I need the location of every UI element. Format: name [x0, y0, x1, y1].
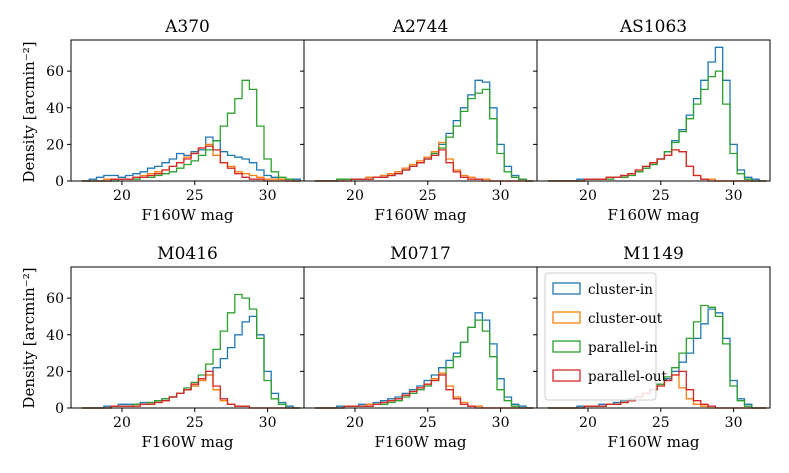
y-tick-label: 60: [46, 291, 64, 307]
axes-frame: [70, 39, 305, 182]
x-tick-label: 30: [725, 188, 743, 204]
panel-m0717: M0717 20 25 30 F160W mag: [300, 244, 538, 451]
series-parallel-in: [314, 88, 534, 182]
series-cluster-in: [314, 312, 534, 409]
x-tick-label: 30: [259, 188, 277, 204]
series-parallel-out: [81, 145, 301, 182]
x-tick-label: 20: [113, 415, 131, 431]
series-parallel-out: [314, 149, 534, 182]
x-axis-label: F160W mag: [375, 206, 467, 224]
x-tick-label: 20: [579, 415, 597, 431]
legend-label-cluster-out: cluster-out: [588, 311, 663, 327]
panels-group: A370 20 25 30 0 20 40 60 F160W mag A2744 20 25 30 F16…: [46, 17, 771, 451]
panel-title: A370: [164, 17, 210, 37]
y-axis-label-top: Density [arcmin⁻²]: [20, 41, 38, 182]
legend-swatch-parallel-in: [552, 340, 581, 353]
x-axis-label: F160W mag: [142, 433, 234, 451]
series-cluster-out: [547, 149, 767, 182]
y-tick-label: 40: [46, 101, 64, 117]
x-tick-label: 25: [419, 415, 437, 431]
y-axis-label-bottom-text: Density [arcmin⁻²]: [20, 267, 38, 408]
panel-m0416: M0416 20 25 30 0 20 40 60 F160W mag: [46, 244, 305, 451]
series-parallel-in: [547, 70, 767, 182]
axes-frame: [303, 39, 538, 182]
x-tick-label: 20: [346, 188, 364, 204]
panel-a2744: A2744 20 25 30 F160W mag: [300, 17, 538, 224]
legend-label-cluster-in: cluster-in: [588, 282, 653, 298]
legend-label-parallel-out: parallel-out: [588, 369, 668, 385]
x-axis-label: F160W mag: [375, 433, 467, 451]
x-tick-label: 25: [186, 415, 204, 431]
axes-frame: [70, 266, 305, 409]
x-tick-label: 30: [492, 415, 510, 431]
axes-frame: [303, 266, 538, 409]
x-tick-label: 30: [492, 188, 510, 204]
x-tick-label: 20: [346, 415, 364, 431]
panel-title: A2744: [392, 17, 449, 37]
panel-title: M0717: [390, 244, 451, 264]
x-tick-label: 20: [579, 188, 597, 204]
series-cluster-in: [314, 79, 534, 182]
legend-label-parallel-in: parallel-in: [588, 340, 658, 356]
legend-swatch-parallel-out: [552, 369, 581, 382]
y-tick-label: 0: [55, 401, 64, 417]
panel-as1063: AS1063 20 25 30 F160W mag: [533, 17, 771, 224]
panel-a370: A370 20 25 30 0 20 40 60 F160W mag: [46, 17, 305, 224]
legend-swatch-cluster-in: [552, 282, 581, 295]
y-tick-label: 20: [46, 137, 64, 153]
series-parallel-in: [314, 319, 534, 409]
series-parallel-out: [547, 370, 767, 409]
panel-title: M0416: [157, 244, 218, 264]
panel-title: AS1063: [619, 17, 687, 37]
series-parallel-in: [81, 293, 301, 409]
y-tick-label: 60: [46, 64, 64, 80]
series-parallel-out: [81, 370, 301, 409]
x-axis-label: F160W mag: [142, 206, 234, 224]
y-tick-label: 0: [55, 174, 64, 190]
y-axis-label-top-text: Density [arcmin⁻²]: [20, 41, 38, 182]
x-tick-label: 25: [652, 415, 670, 431]
y-axis-label-bottom: Density [arcmin⁻²]: [20, 267, 38, 408]
y-tick-label: 40: [46, 328, 64, 344]
x-axis-label: F160W mag: [608, 433, 700, 451]
x-tick-label: 20: [113, 188, 131, 204]
axes-frame: [536, 266, 771, 409]
legend: cluster-in cluster-out parallel-in parallel…: [544, 272, 668, 401]
y-tick-label: 20: [46, 364, 64, 380]
panel-title: M1149: [623, 244, 684, 264]
series-parallel-out: [547, 149, 767, 182]
x-tick-label: 30: [725, 415, 743, 431]
series-cluster-in: [81, 315, 301, 409]
x-tick-label: 25: [419, 188, 437, 204]
x-tick-label: 25: [652, 188, 670, 204]
x-axis-label: F160W mag: [608, 206, 700, 224]
legend-swatch-cluster-out: [552, 311, 581, 324]
axes-frame: [536, 39, 771, 182]
x-tick-label: 25: [186, 188, 204, 204]
x-tick-label: 30: [259, 415, 277, 431]
legend-box: [544, 272, 657, 401]
series-parallel-in: [81, 79, 301, 182]
panel-m1149: M1149 20 25 30 F160W mag: [533, 244, 771, 451]
